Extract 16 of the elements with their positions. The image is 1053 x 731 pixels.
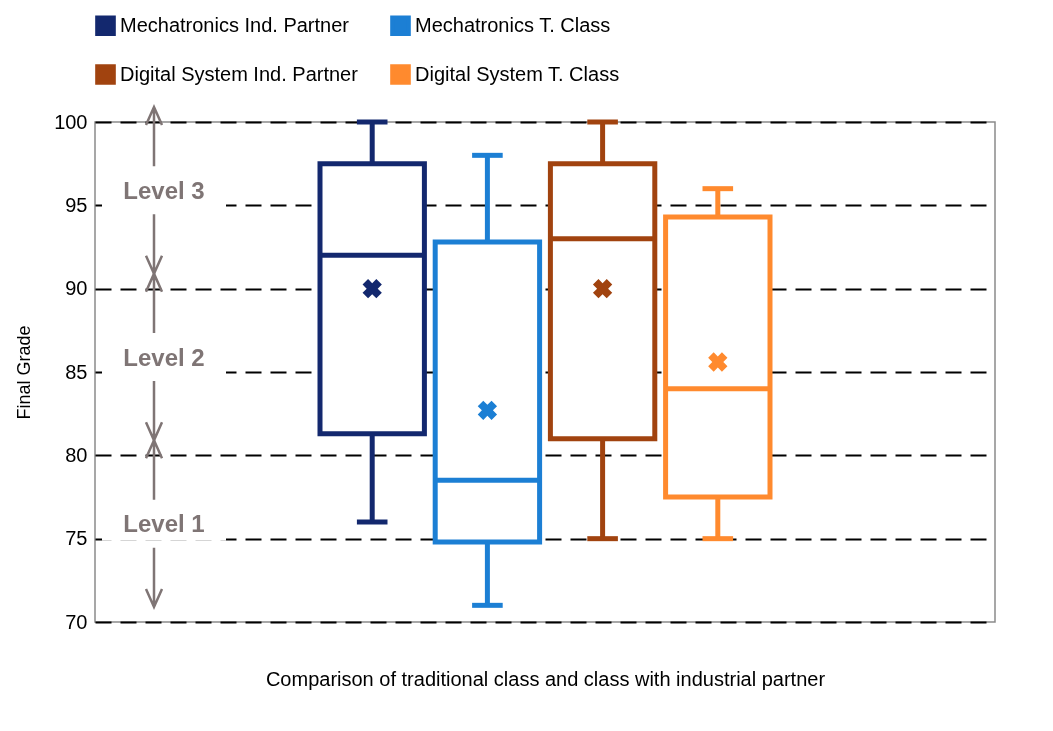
y-tick-label: 70	[65, 610, 88, 633]
y-tick-label: 100	[54, 110, 88, 133]
annotation: Level 1	[123, 510, 205, 538]
y-tick-label: 95	[65, 193, 88, 216]
annotation: Level 2	[123, 343, 205, 371]
legend-label: Mechatronics T. Class	[415, 13, 611, 36]
y-tick-label: 85	[65, 360, 88, 383]
y-axis-title: Final Grade	[14, 325, 35, 420]
annotation: Level 3	[123, 176, 205, 204]
y-tick-label: 90	[65, 277, 88, 300]
legend-label: Mechatronics Ind. Partner	[120, 13, 350, 36]
legend-label: Digital System T. Class	[415, 62, 620, 85]
legend-label: Digital System Ind. Partner	[120, 62, 359, 85]
y-tick-label: 80	[65, 443, 88, 466]
x-axis-title: Comparison of traditional class and class with industrial partner	[265, 667, 826, 690]
y-tick-label: 75	[65, 527, 88, 550]
